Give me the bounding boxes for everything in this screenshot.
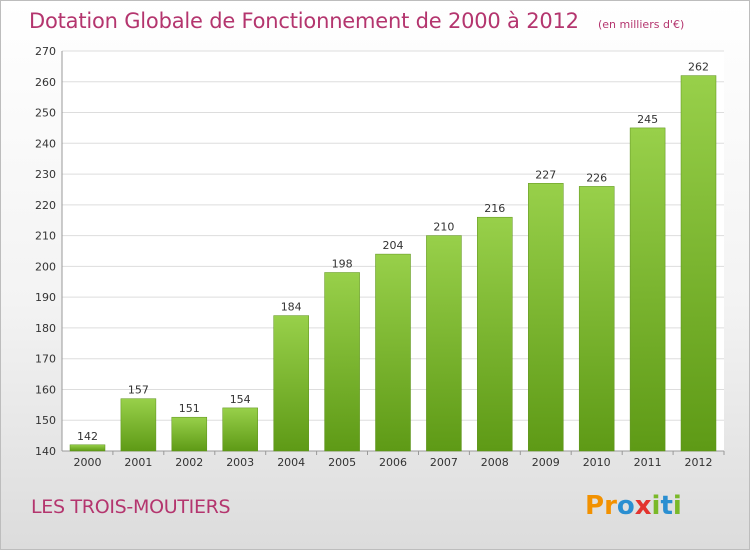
bar-value-label: 151 (179, 402, 200, 415)
bar (578, 186, 615, 452)
y-tick-label: 190 (35, 291, 56, 304)
bar-value-label: 226 (586, 171, 607, 184)
bar (324, 272, 360, 452)
chart-title: Dotation Globale de Fonctionnement de 20… (29, 9, 579, 33)
bar-value-label: 216 (484, 202, 505, 215)
logo-letter: x (634, 491, 652, 521)
bar-value-label: 227 (535, 168, 556, 181)
bar (273, 315, 309, 452)
logo-letter: i (672, 491, 682, 521)
x-tick-label: 2012 (685, 456, 713, 469)
bar (426, 235, 462, 452)
bar (528, 183, 564, 452)
y-tick-label: 240 (35, 137, 56, 150)
bar (680, 75, 717, 452)
logo-letter: r (604, 491, 617, 521)
bar (69, 444, 106, 452)
y-tick-label: 150 (35, 414, 56, 427)
logo-letter: P (585, 491, 605, 521)
y-tick-label: 220 (35, 199, 56, 212)
bar-value-label: 157 (128, 384, 149, 397)
logo-letter: o (616, 491, 635, 521)
x-tick-label: 2003 (226, 456, 254, 469)
bar-value-label: 154 (230, 393, 251, 406)
x-tick-label: 2004 (277, 456, 305, 469)
x-tick-label: 2011 (634, 456, 662, 469)
y-tick-label: 270 (35, 45, 56, 58)
bar-value-label: 184 (281, 301, 302, 314)
y-tick-label: 160 (35, 383, 56, 396)
y-tick-label: 180 (35, 322, 56, 335)
bar (171, 416, 208, 452)
x-tick-label: 2000 (74, 456, 102, 469)
x-tick-label: 2007 (430, 456, 458, 469)
x-tick-label: 2006 (379, 456, 407, 469)
title-row: Dotation Globale de Fonctionnement de 20… (29, 9, 684, 33)
bar-value-label: 245 (637, 113, 658, 126)
bar (120, 398, 157, 452)
proxiti-logo: Proxiti (585, 491, 682, 521)
logo-letter: i (651, 491, 661, 521)
x-tick-label: 2010 (583, 456, 611, 469)
y-tick-label: 260 (35, 76, 56, 89)
logo-letter: t (660, 491, 673, 521)
bar (375, 253, 411, 452)
y-tick-label: 200 (35, 260, 56, 273)
bar-value-label: 262 (688, 61, 709, 74)
x-tick-label: 2002 (175, 456, 203, 469)
x-tick-label: 2001 (124, 456, 152, 469)
bar-value-label: 204 (383, 239, 404, 252)
y-tick-label: 210 (35, 230, 56, 243)
chart-unit: (en milliers d'€) (597, 18, 685, 31)
bar (222, 407, 258, 452)
y-tick-label: 230 (35, 168, 56, 181)
y-tick-label: 250 (35, 107, 56, 120)
x-tick-label: 2009 (532, 456, 560, 469)
bar-value-label: 210 (433, 221, 454, 234)
commune-name: LES TROIS-MOUTIERS (31, 496, 231, 518)
bar (629, 127, 666, 452)
x-tick-label: 2005 (328, 456, 356, 469)
bar (477, 216, 513, 452)
x-tick-label: 2008 (481, 456, 509, 469)
bar-value-label: 198 (332, 258, 353, 271)
y-tick-label: 170 (35, 353, 56, 366)
y-tick-label: 140 (35, 445, 56, 458)
bar-value-label: 142 (77, 430, 98, 443)
